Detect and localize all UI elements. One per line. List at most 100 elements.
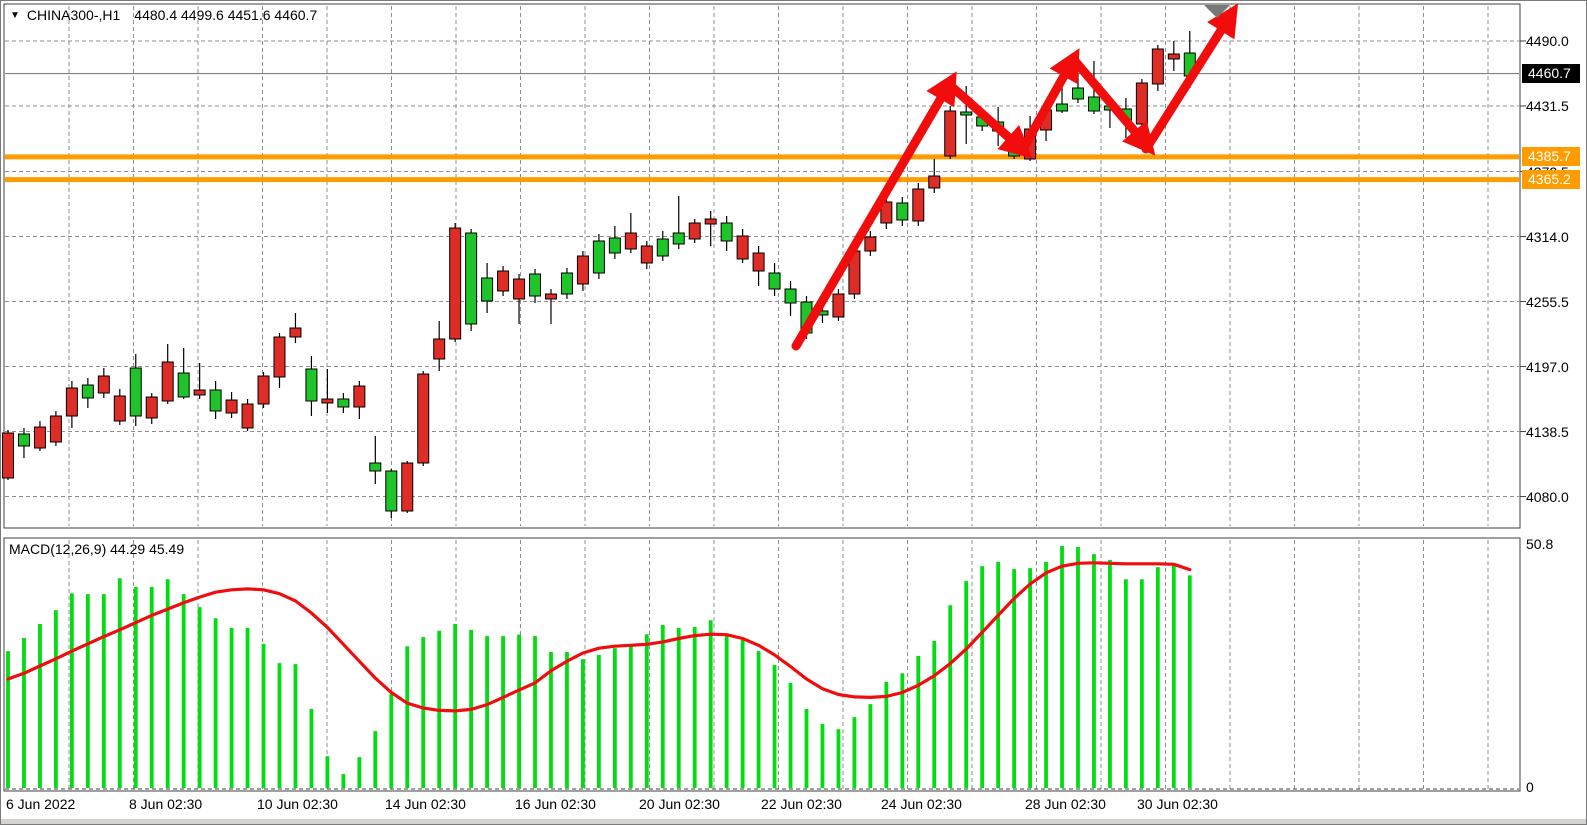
macd-histogram <box>6 545 1192 788</box>
candle-body-bullish <box>369 462 382 472</box>
candle-body-bearish <box>640 245 653 264</box>
chart-title: ▼ CHINA300-,H1 4480.4 4499.6 4451.6 4460.7 <box>10 7 317 23</box>
candle-body-bearish <box>1151 48 1164 85</box>
candle-body-bearish <box>544 293 557 300</box>
candle-body-bullish <box>177 372 190 398</box>
candle-body-bearish <box>353 385 366 408</box>
trend-arrows <box>791 3 1239 351</box>
candle-body-bearish <box>289 327 302 338</box>
macd-pane-border <box>3 537 1521 792</box>
symbol-dropdown-icon[interactable]: ▼ <box>10 9 20 21</box>
candle-body-bearish <box>944 110 957 157</box>
macd-indicator-label: MACD(12,26,9) 44.29 45.49 <box>9 541 185 557</box>
candle-body-bearish <box>576 255 589 285</box>
time-axis-label: 28 Jun 02:30 <box>1025 796 1106 812</box>
candle-body-bullish <box>481 277 494 302</box>
candle-body-bullish <box>1087 96 1100 112</box>
candle-body-bearish <box>624 232 637 250</box>
candle-body-bearish <box>880 201 893 224</box>
candle-body-bearish <box>241 403 254 429</box>
candle-body-bullish <box>385 470 398 512</box>
price-scale-label: 4255.5 <box>1526 293 1569 310</box>
candle-body-bearish <box>65 387 78 417</box>
candle-body-bearish <box>864 236 877 252</box>
candle-body-bullish <box>608 237 621 254</box>
candles <box>2 31 1196 518</box>
pane-borders <box>3 3 1521 792</box>
candle-body-bearish <box>497 270 510 292</box>
current-price-label: 4460.7 <box>1522 64 1580 84</box>
candle-body-bearish <box>193 389 206 396</box>
ohlc-info-label: 4480.4 4499.6 4451.6 4460.7 <box>134 7 318 23</box>
time-axis-label: 24 Jun 02:30 <box>881 796 962 812</box>
candle-body-bearish <box>49 415 62 443</box>
candle-body-bullish <box>560 272 573 295</box>
horizontal-grid <box>5 40 1526 790</box>
candle-body-bullish <box>129 367 142 417</box>
candle-body-bullish <box>465 232 478 325</box>
candle-body-bearish <box>161 361 174 402</box>
candle-body-bearish <box>688 222 701 240</box>
candle-body-bullish <box>337 398 350 408</box>
candle-body-bullish <box>592 240 605 274</box>
price-scale-label: 4138.5 <box>1526 423 1569 440</box>
candle-body-bullish <box>1008 150 1021 157</box>
candle-body-bearish <box>401 462 414 512</box>
candle-body-bullish <box>896 202 909 221</box>
candle-body-bullish <box>1071 87 1084 100</box>
chart-shift-marker-icon[interactable] <box>1204 5 1230 18</box>
trend-arrow[interactable] <box>1070 56 1156 156</box>
candle-body-bearish <box>912 188 925 222</box>
candle-body-bearish <box>449 227 462 340</box>
time-axis-label: 8 Jun 02:30 <box>129 796 203 812</box>
candle-body-bearish <box>97 375 110 394</box>
candle-body-bearish <box>736 235 749 260</box>
candle-body-bullish <box>768 272 781 290</box>
time-axis-label: 10 Jun 02:30 <box>257 796 338 812</box>
candle-body-bearish <box>832 293 845 318</box>
candle-body-bearish <box>417 373 430 464</box>
candle-body-bearish <box>752 252 765 272</box>
hline-price-label: 4385.7 <box>1522 147 1580 167</box>
candle-body-bearish <box>33 426 46 449</box>
price-scale-label: 4490.0 <box>1526 33 1569 49</box>
time-axis-label: 14 Jun 02:30 <box>385 796 466 812</box>
candle-body-bearish <box>145 396 158 419</box>
candle-body-bullish <box>17 433 30 447</box>
trend-arrow[interactable] <box>1018 48 1080 154</box>
price-scale-label: 4314.0 <box>1526 228 1569 245</box>
time-axis-label: 16 Jun 02:30 <box>515 796 596 812</box>
candle-body-bearish <box>2 432 14 479</box>
candle-body-bearish <box>321 398 334 404</box>
candle-body-bearish <box>273 336 286 378</box>
candle-body-bullish <box>209 389 222 412</box>
trend-arrow[interactable] <box>946 81 1033 159</box>
candle-body-bearish <box>928 175 941 189</box>
time-axis-label: 20 Jun 02:30 <box>639 796 720 812</box>
time-axis-label: 22 Jun 02:30 <box>761 796 842 812</box>
candle-body-bullish <box>720 222 733 242</box>
time-axis-label: 6 Jun 2022 <box>6 796 76 812</box>
price-pane-border <box>3 3 1521 529</box>
trend-arrow[interactable] <box>791 71 957 351</box>
candle-body-bullish <box>784 288 797 304</box>
trend-arrow[interactable] <box>1141 3 1239 154</box>
macd-signal-line <box>6 561 1192 713</box>
candle-body-bullish <box>529 273 542 297</box>
candle-body-bearish <box>433 338 446 360</box>
bottom-strip <box>1 819 1586 824</box>
vertical-grid <box>68 6 1489 789</box>
candle-body-bullish <box>81 384 94 399</box>
price-scale-label: 4431.5 <box>1526 98 1569 114</box>
symbol-period-label: CHINA300-,H1 <box>26 7 121 23</box>
candle-body-bearish <box>1167 53 1180 60</box>
candle-body-bearish <box>257 375 270 405</box>
candle-body-bullish <box>672 232 685 245</box>
candle-body-bullish <box>305 368 318 402</box>
macd-scale-label: 50.8 <box>1526 536 1554 552</box>
price-scale-label: 4197.0 <box>1526 358 1569 375</box>
candle-body-bearish <box>513 278 526 300</box>
